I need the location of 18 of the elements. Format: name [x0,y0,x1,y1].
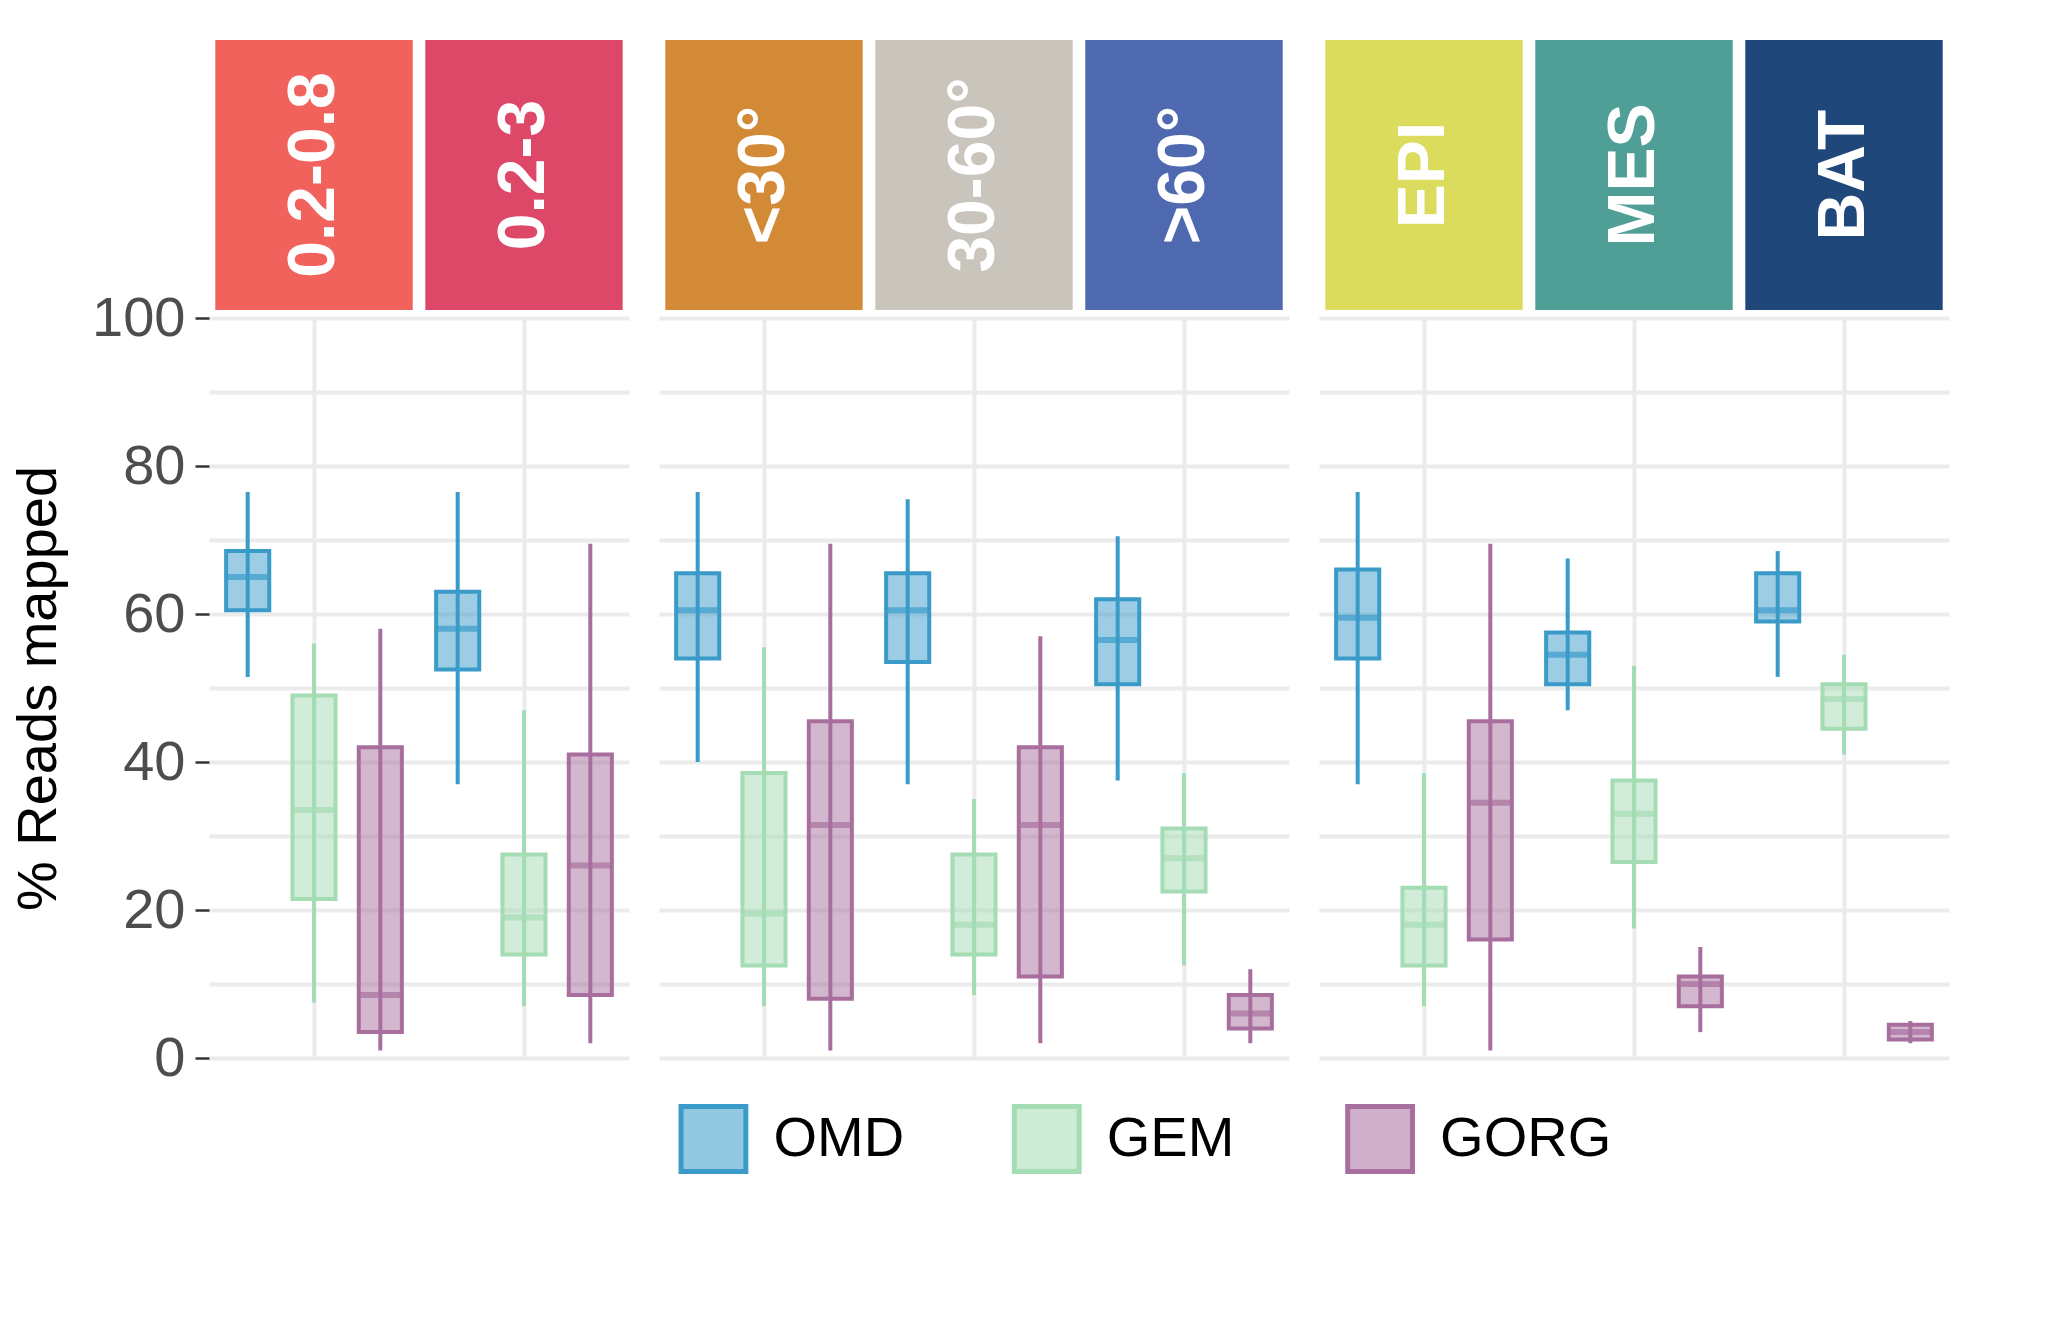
y-tick-label: 20 [123,876,186,940]
category-label: 30-60° [934,77,1008,273]
category-label: BAT [1804,109,1878,241]
legend-label: GORG [1440,1105,1612,1168]
y-tick-label: 0 [154,1024,186,1088]
legend-label: OMD [773,1105,905,1168]
y-tick-label: 60 [123,580,186,644]
y-axis-title: % Reads mapped [5,465,69,912]
category-label: MES [1594,103,1668,247]
y-tick-label: 40 [123,728,186,792]
category-label: EPI [1384,121,1458,229]
category-label: >60° [1144,105,1218,245]
legend-label: GEM [1106,1105,1235,1168]
category-label: 0.2-0.8 [274,72,348,278]
category-label: 0.2-3 [484,99,558,251]
y-tick-label: 100 [92,284,186,348]
y-tick-label: 80 [123,432,186,496]
category-label: <30° [724,105,798,245]
